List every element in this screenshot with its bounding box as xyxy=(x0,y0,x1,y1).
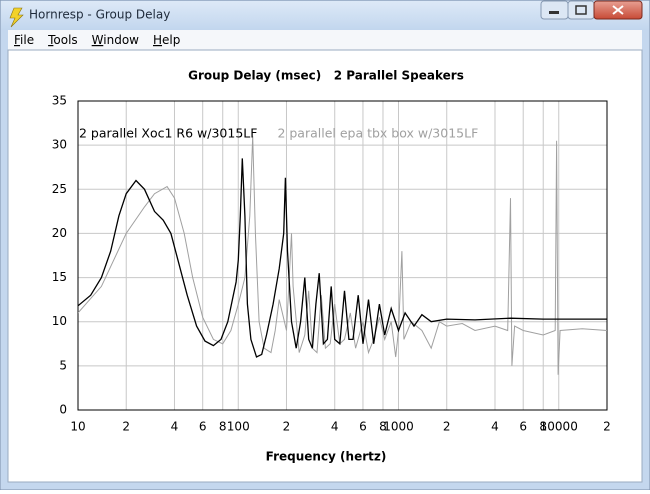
x-tick-label: 2 xyxy=(443,420,451,434)
x-tick-label: 4 xyxy=(171,420,179,434)
menu-bar xyxy=(8,30,642,50)
x-tick-label: 10 xyxy=(70,420,85,434)
legend-entry: 2 parallel epa tbx box w/3015LF xyxy=(277,126,478,141)
close-button[interactable] xyxy=(593,0,643,20)
x-tick-label: 10000 xyxy=(540,420,578,434)
x-tick-label: 8 xyxy=(219,420,227,434)
y-tick-label: 15 xyxy=(52,270,67,284)
y-tick-label: 0 xyxy=(59,403,67,417)
y-tick-label: 25 xyxy=(52,182,67,196)
x-tick-label: 4 xyxy=(331,420,339,434)
x-tick-label: 4 xyxy=(491,420,499,434)
app-icon xyxy=(9,7,24,28)
x-tick-label: 6 xyxy=(199,420,207,434)
menu-item[interactable]: Tools xyxy=(47,33,78,47)
window-title: Hornresp - Group Delay xyxy=(29,8,170,22)
x-axis-label: Frequency (hertz) xyxy=(266,450,387,464)
menu-item[interactable]: File xyxy=(14,33,34,47)
menu-item[interactable]: Help xyxy=(153,33,180,47)
plot-frame xyxy=(77,100,608,411)
y-tick-label: 30 xyxy=(52,138,67,152)
legend-entry: 2 parallel Xoc1 R6 w/3015LF xyxy=(79,126,257,141)
maximize-button[interactable] xyxy=(567,0,595,20)
y-tick-label: 20 xyxy=(52,226,67,240)
y-tick-label: 5 xyxy=(59,358,67,372)
x-tick-label: 6 xyxy=(359,420,367,434)
x-tick-label: 1000 xyxy=(383,420,414,434)
series-line xyxy=(78,136,607,375)
minimize-button[interactable] xyxy=(540,0,569,20)
x-tick-label: 8 xyxy=(539,420,547,434)
x-tick-label: 2 xyxy=(283,420,291,434)
series-line xyxy=(78,158,607,358)
x-tick-label: 8 xyxy=(379,420,387,434)
y-tick-label: 35 xyxy=(52,94,67,108)
y-tick-label: 10 xyxy=(52,314,67,328)
x-tick-label: 6 xyxy=(519,420,527,434)
menu: File Tools Window Help xyxy=(14,33,180,47)
chart-title: Group Delay (msec) 2 Parallel Speakers xyxy=(188,69,464,83)
client-area xyxy=(7,49,643,483)
x-tick-label: 2 xyxy=(603,420,611,434)
menu-item[interactable]: Window xyxy=(92,33,140,47)
x-tick-label: 100 xyxy=(227,420,250,434)
x-tick-label: 2 xyxy=(122,420,130,434)
